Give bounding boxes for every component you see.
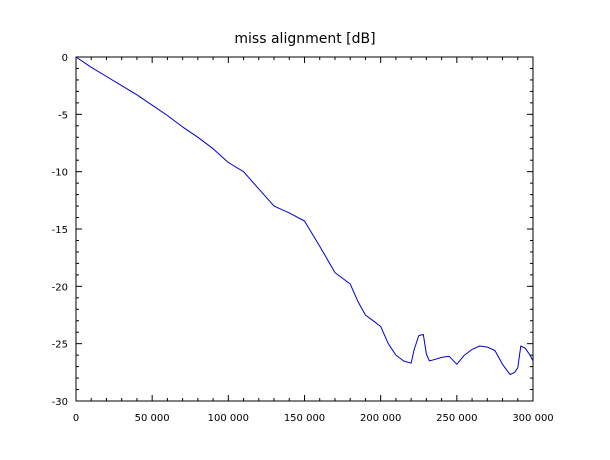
series-layer	[75, 56, 534, 376]
series-line-0	[75, 56, 534, 376]
x-axis: 0 50 000 100 000 150 000 200 000 250 000 300 0…	[73, 57, 554, 424]
y-tick-label: -20	[52, 282, 68, 293]
chart-title: miss alignment [dB]	[234, 31, 375, 47]
x-tick-label: 50 000	[135, 413, 170, 424]
y-tick-label: -5	[58, 110, 68, 121]
x-tick-label: 0	[73, 413, 79, 424]
plot-area-frame	[75, 56, 534, 402]
x-tick-label: 250 000	[436, 413, 477, 424]
y-tick-label: 0	[62, 53, 68, 64]
x-tick-label: 300 000	[512, 413, 553, 424]
y-tick-label: -30	[52, 397, 68, 408]
x-tick-label: 150 000	[284, 413, 325, 424]
x-tick-label: 100 000	[208, 413, 249, 424]
y-tick-label: -10	[52, 168, 68, 179]
y-axis: 0 -5 -10 -15 -20 -25 -30	[52, 53, 533, 408]
y-tick-label: -15	[52, 225, 68, 236]
x-tick-label: 200 000	[360, 413, 401, 424]
y-tick-label: -25	[52, 340, 68, 351]
